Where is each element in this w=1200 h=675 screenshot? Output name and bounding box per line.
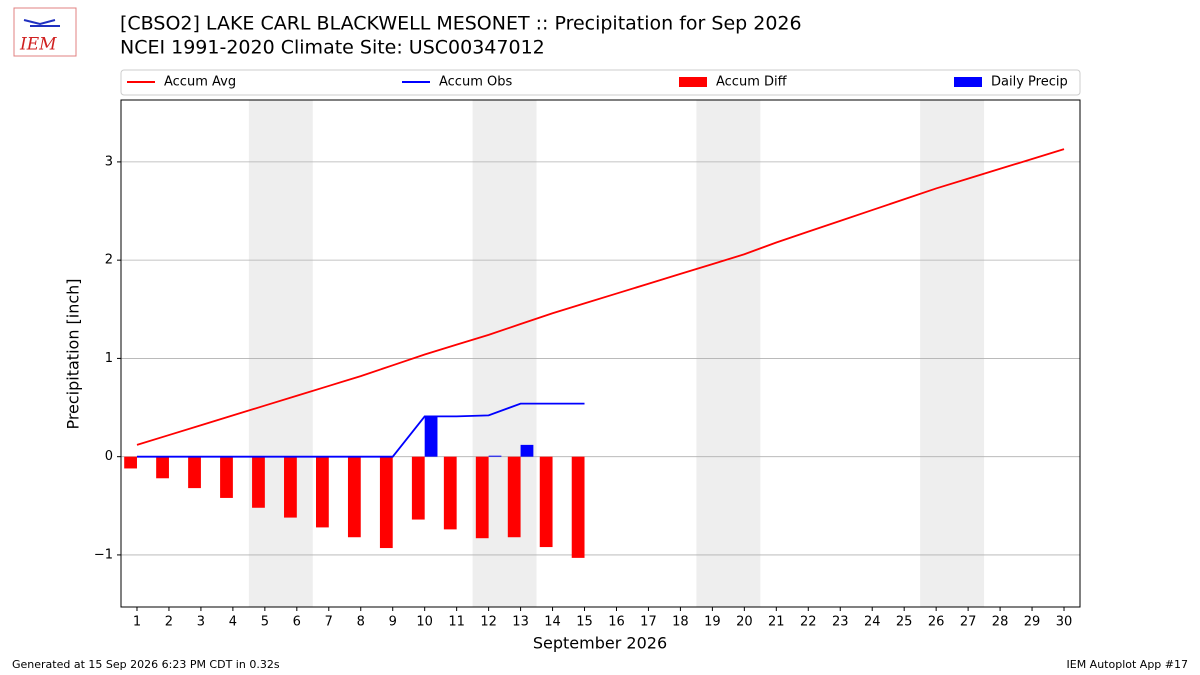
x-tick-label: 28 xyxy=(992,615,1009,630)
x-tick-label: 11 xyxy=(448,615,465,630)
x-tick-label: 8 xyxy=(357,615,365,630)
bar xyxy=(252,456,265,508)
legend-swatch xyxy=(954,77,982,87)
x-tick-label: 3 xyxy=(197,615,205,630)
legend xyxy=(120,69,1081,96)
x-tick-label: 23 xyxy=(832,615,849,630)
bar xyxy=(220,456,233,498)
legend-swatch xyxy=(679,77,707,87)
x-tick-label: 20 xyxy=(736,615,753,630)
y-tick-label: 0 xyxy=(105,449,113,464)
bar xyxy=(424,416,438,457)
logo-outline xyxy=(13,7,77,57)
legend-label: Accum Diff xyxy=(716,75,788,90)
x-tick-label: 7 xyxy=(325,615,333,630)
x-tick-label: 29 xyxy=(1024,615,1041,630)
y-tick-label: −1 xyxy=(94,547,113,562)
x-tick-label: 1 xyxy=(133,615,141,630)
y-tick-label: 2 xyxy=(105,253,113,268)
x-tick-label: 4 xyxy=(229,615,237,630)
bar xyxy=(284,456,297,518)
x-tick-label: 27 xyxy=(960,615,977,630)
x-axis-label: September 2026 xyxy=(533,634,667,653)
x-tick-label: 22 xyxy=(800,615,817,630)
x-tick-label: 21 xyxy=(768,615,785,630)
bar xyxy=(124,456,137,469)
y-tick-label: 3 xyxy=(105,154,113,169)
x-tick-label: 9 xyxy=(389,615,397,630)
bar xyxy=(507,456,521,538)
x-tick-label: 19 xyxy=(704,615,721,630)
legend-label: Accum Avg xyxy=(164,75,236,90)
x-tick-label: 5 xyxy=(261,615,269,630)
x-tick-label: 2 xyxy=(165,615,173,630)
chart-subtitle: NCEI 1991-2020 Climate Site: USC00347012 xyxy=(120,37,545,59)
bar xyxy=(520,444,534,457)
bar xyxy=(539,456,553,548)
bar xyxy=(188,456,201,489)
bar xyxy=(475,456,489,539)
logo-icon xyxy=(23,19,60,27)
bar xyxy=(488,455,502,457)
x-tick-label: 13 xyxy=(512,615,529,630)
x-tick-label: 26 xyxy=(928,615,945,630)
x-tick-label: 6 xyxy=(293,615,301,630)
x-tick-label: 16 xyxy=(608,615,625,630)
weekend-shade xyxy=(696,100,761,607)
bar xyxy=(571,456,585,558)
footer-left: Generated at 15 Sep 2026 6:23 PM CDT in … xyxy=(12,658,280,671)
bar xyxy=(411,456,425,520)
weekend-shade xyxy=(920,100,985,607)
legend-label: Accum Obs xyxy=(439,75,512,90)
x-tick-label: 10 xyxy=(416,615,433,630)
line-series xyxy=(136,148,1065,446)
bar xyxy=(156,456,169,479)
logo-text: IEM xyxy=(19,35,57,55)
x-tick-label: 24 xyxy=(864,615,881,630)
x-tick-label: 18 xyxy=(672,615,689,630)
x-tick-label: 25 xyxy=(896,615,913,630)
bar xyxy=(315,456,329,528)
bar xyxy=(347,456,361,538)
line-series xyxy=(136,402,585,458)
plot-frame xyxy=(120,99,1081,608)
y-axis-label: Precipitation [inch] xyxy=(64,278,83,429)
legend-label: Daily Precip xyxy=(991,75,1068,90)
footer-right: IEM Autoplot App #17 xyxy=(1067,658,1189,671)
bar xyxy=(379,456,393,549)
x-tick-label: 30 xyxy=(1056,615,1073,630)
x-tick-label: 15 xyxy=(576,615,593,630)
chart-title: [CBSO2] LAKE CARL BLACKWELL MESONET :: P… xyxy=(120,13,802,35)
x-tick-label: 12 xyxy=(480,615,497,630)
weekend-shade xyxy=(248,100,313,607)
bar xyxy=(443,456,457,530)
x-tick-label: 14 xyxy=(544,615,561,630)
y-tick-label: 1 xyxy=(105,351,113,366)
x-tick-label: 17 xyxy=(640,615,657,630)
